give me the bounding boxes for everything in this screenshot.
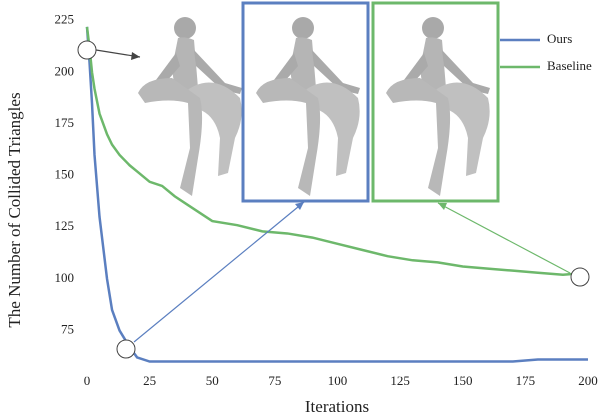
mesh-figure — [256, 17, 360, 196]
plot-area — [85, 26, 589, 363]
annotation-arrow — [133, 201, 305, 343]
y-tick-label: 200 — [55, 63, 75, 78]
arrow-head — [438, 203, 447, 210]
legend-label: Ours — [547, 31, 572, 46]
annotation-circle — [570, 267, 590, 287]
y-tick-label: 150 — [55, 167, 75, 182]
series-line — [85, 26, 589, 277]
x-tick-label: 175 — [516, 373, 536, 388]
x-tick-label: 75 — [268, 373, 281, 388]
y-tick-label: 125 — [55, 218, 75, 233]
annotation-arrow — [437, 202, 571, 274]
y-tick-label: 100 — [55, 270, 75, 285]
x-tick-label: 125 — [390, 373, 410, 388]
x-tick-label: 0 — [84, 373, 91, 388]
x-tick-label: 50 — [206, 373, 219, 388]
x-tick-label: 100 — [328, 373, 348, 388]
x-tick-label: 25 — [143, 373, 156, 388]
y-tick-label: 75 — [61, 322, 74, 337]
y-axis-title: The Number of Collided Triangles — [5, 92, 24, 327]
arrow-head — [131, 52, 140, 60]
mesh-figure — [386, 17, 490, 196]
x-axis-title: Iterations — [305, 397, 369, 416]
highlight-box — [241, 1, 370, 203]
x-tick-label: 150 — [453, 373, 473, 388]
arrow-head — [295, 202, 304, 210]
y-tick-label: 175 — [55, 115, 75, 130]
annotation-circle — [77, 40, 97, 60]
legend-label: Baseline — [547, 58, 592, 73]
annotation-circle — [116, 339, 136, 359]
series-line — [85, 26, 588, 363]
highlight-box — [371, 1, 500, 203]
mesh-figure — [138, 17, 242, 196]
x-tick-label: 200 — [578, 373, 598, 388]
y-tick-label: 225 — [55, 12, 75, 27]
